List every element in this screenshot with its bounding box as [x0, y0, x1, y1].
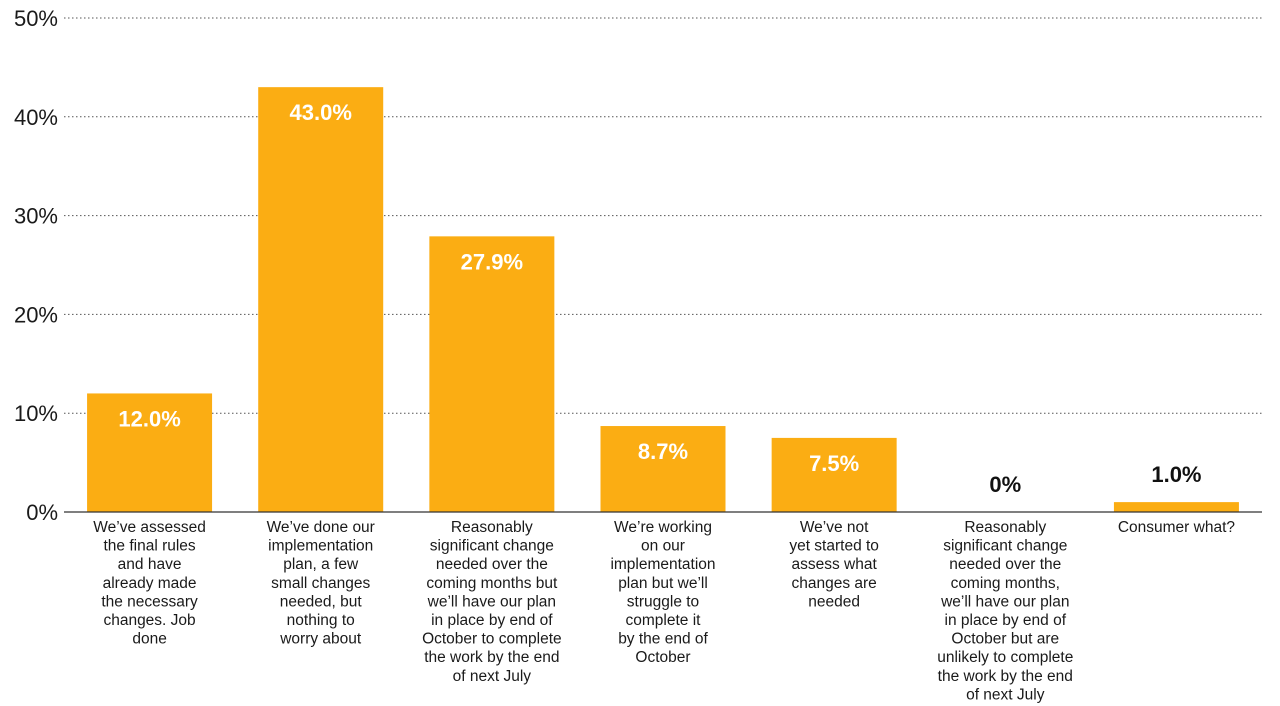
data-label: 12.0%	[118, 406, 180, 431]
category-labels: We’ve assessed the final rules and have alr…	[93, 519, 1235, 703]
data-label: 0%	[989, 472, 1021, 497]
bar	[429, 236, 555, 512]
bar	[1113, 502, 1239, 512]
category-label: We’ve done our implementation plan, a few s…	[267, 519, 375, 648]
category-label: Reasonably significant change needed over …	[937, 519, 1073, 703]
y-tick-label: 50%	[14, 6, 58, 31]
bar	[258, 87, 384, 512]
category-label: We’ve assessed the final rules and have alr…	[93, 519, 206, 648]
y-tick-label: 10%	[14, 401, 58, 426]
category-label: We’re working on our implementation plan bu…	[610, 519, 715, 666]
y-axis-tick-labels: 0% 10% 20% 30% 40% 50%	[14, 6, 58, 525]
bars	[87, 87, 1239, 512]
data-label: 27.9%	[461, 249, 523, 274]
y-tick-label: 0%	[26, 500, 58, 525]
category-label: Consumer what?	[1118, 519, 1236, 536]
bar	[771, 437, 897, 512]
y-tick-label: 30%	[14, 204, 58, 229]
y-tick-label: 20%	[14, 302, 58, 327]
category-label: Reasonably significant change needed over …	[422, 519, 562, 685]
data-label: 8.7%	[638, 439, 688, 464]
data-labels: 12.0% 43.0% 27.9% 8.7% 7.5% 0% 1.0%	[118, 100, 1201, 497]
grid-lines	[64, 17, 1262, 414]
category-label: We’ve not yet started to assess what change…	[789, 519, 879, 610]
bar	[87, 393, 213, 512]
y-tick-label: 40%	[14, 105, 58, 130]
data-label: 43.0%	[290, 100, 352, 125]
data-label: 7.5%	[809, 451, 859, 476]
data-label: 1.0%	[1151, 462, 1201, 487]
bar	[600, 426, 726, 512]
